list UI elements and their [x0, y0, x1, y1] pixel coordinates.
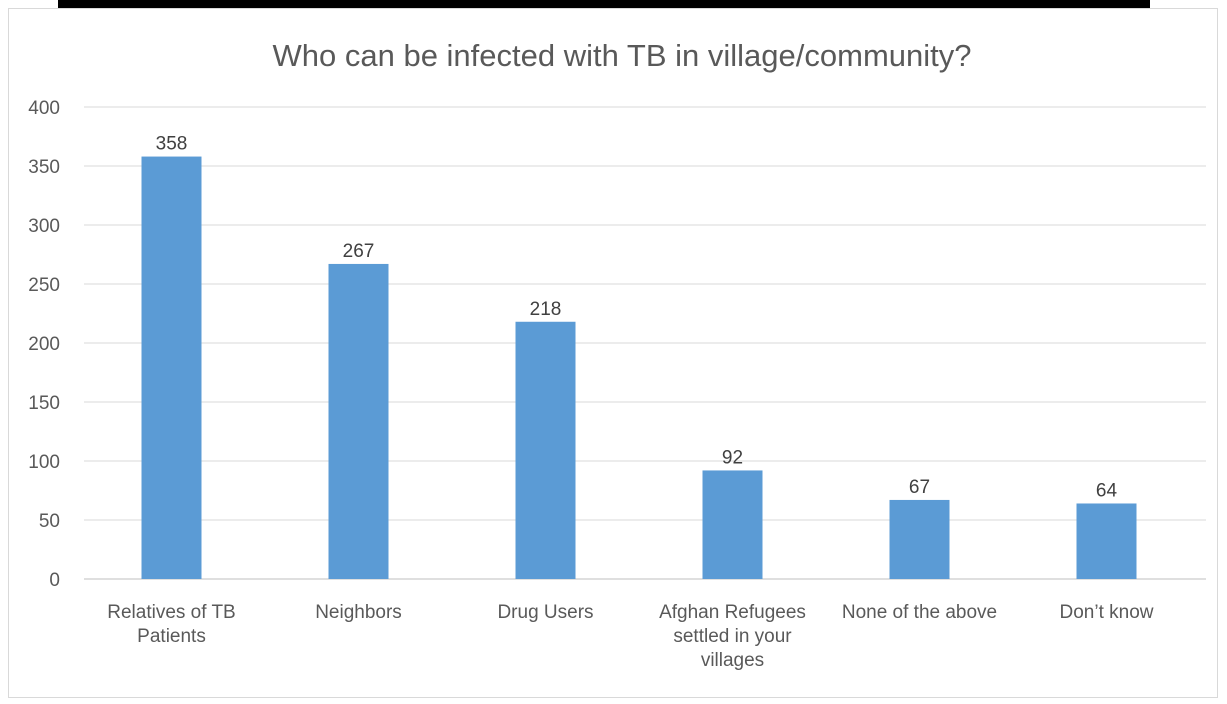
- y-tick-label: 100: [28, 452, 60, 473]
- x-tick-label: Afghan Refugees settled in your villages: [659, 602, 806, 671]
- x-tick-label: None of the above: [842, 602, 997, 623]
- y-tick-label: 0: [49, 570, 60, 591]
- gridlines: [84, 106, 1206, 580]
- bar: [328, 263, 389, 579]
- x-tick-label: Relatives of TB Patients: [107, 602, 235, 647]
- data-label: 267: [343, 241, 375, 262]
- x-tick-label: Don’t know: [1060, 602, 1154, 623]
- chart-frame: [8, 8, 1218, 698]
- y-axis: 0 50 100 150 200 250 300 350 400: [28, 98, 60, 591]
- y-tick-label: 350: [28, 157, 60, 178]
- bar: [141, 156, 202, 579]
- bar: [515, 321, 576, 579]
- y-tick-label: 300: [28, 216, 60, 237]
- data-label: 67: [909, 477, 930, 498]
- chart-title: Who can be infected with TB in village/c…: [273, 38, 972, 73]
- data-label: 358: [156, 134, 188, 155]
- x-tick-label: Neighbors: [315, 602, 402, 623]
- y-tick-label: 150: [28, 393, 60, 414]
- y-tick-label: 50: [39, 511, 60, 532]
- y-tick-label: 200: [28, 334, 60, 355]
- x-tick-label: Drug Users: [497, 602, 593, 623]
- y-tick-label: 400: [28, 98, 60, 119]
- x-axis: Relatives of TB Patients Neighbors Drug Use…: [107, 602, 1154, 671]
- data-labels: 358 267 218 92 67 64: [156, 134, 1118, 502]
- bars: [141, 156, 1137, 579]
- document-top-rule: [58, 0, 1150, 8]
- bar: [889, 499, 950, 579]
- data-label: 64: [1096, 480, 1118, 501]
- data-label: 218: [530, 299, 562, 320]
- bar: [702, 470, 763, 579]
- y-tick-label: 250: [28, 275, 60, 296]
- bar: [1076, 503, 1137, 579]
- data-label: 92: [722, 447, 743, 468]
